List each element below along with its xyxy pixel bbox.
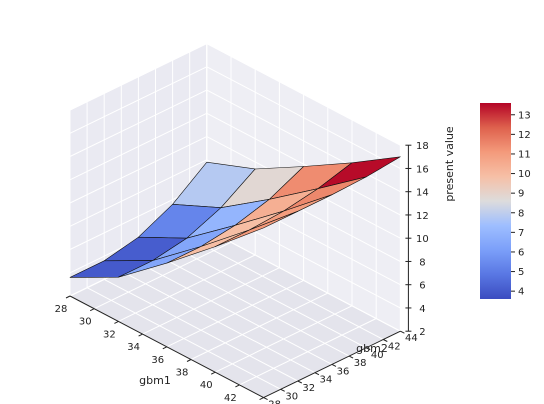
colorbar-tick-label: 10 [518, 169, 531, 180]
x-tick [186, 359, 192, 362]
x-tick-label: 36 [151, 355, 164, 366]
colorbar-tick-label: 4 [518, 287, 524, 298]
x-tick [89, 308, 95, 312]
x-tick [210, 371, 216, 375]
z-tick-label: 10 [416, 234, 429, 245]
x-tick [65, 295, 71, 299]
colorbar-tick-label: 8 [518, 208, 524, 219]
x-tick [235, 384, 240, 388]
x-tick-label: 38 [176, 368, 189, 379]
y-axis-label: gbm2 [356, 342, 388, 355]
z-tick-label: 2 [419, 327, 425, 338]
z-tick-label: 16 [416, 164, 429, 175]
y-tick-label: 38 [354, 358, 367, 369]
x-tick [162, 346, 168, 350]
colorbar-tick-label: 9 [518, 189, 524, 200]
x-tick-label: 28 [55, 304, 68, 315]
y-tick [331, 363, 337, 367]
x-tick [259, 397, 264, 401]
gridline-z [69, 159, 401, 262]
gridline-z [69, 136, 401, 239]
z-tick-label: 6 [419, 281, 425, 292]
y-tick-label: 42 [388, 342, 401, 353]
colorbar-tick-label: 12 [518, 130, 531, 141]
colorbar-tick-label: 13 [518, 110, 531, 121]
y-tick-label: 44 [405, 333, 418, 344]
y-tick-label: 34 [320, 375, 333, 386]
x-tick [114, 320, 119, 324]
colorbar-ticks: 4 5 6 7 8 9 10 11 12 13 [511, 110, 531, 298]
x-tick-label: 40 [200, 380, 213, 391]
gridline-z [69, 43, 401, 146]
y-tick-label: 40 [371, 350, 384, 361]
x-axis-label: gbm1 [139, 374, 171, 387]
colorbar: 4 5 6 7 8 9 10 11 12 13 [480, 103, 531, 299]
z-axis-label: present value [443, 126, 456, 202]
z-tick-label: 18 [416, 141, 429, 152]
y-tick [365, 347, 371, 351]
y-tick [297, 380, 303, 384]
colorbar-tick-label: 7 [518, 228, 524, 239]
y-tick [400, 330, 405, 334]
colorbar-tick-label: 5 [518, 267, 524, 278]
x-tick-label: 32 [103, 329, 116, 340]
x-tick [138, 333, 143, 337]
z-tick-label: 14 [416, 188, 429, 199]
y-tick [383, 339, 388, 342]
gridline-z [69, 66, 401, 169]
y-tick [280, 388, 285, 392]
x-tick-label: 42 [224, 393, 237, 404]
y-tick [314, 372, 320, 376]
gridline-z [69, 89, 401, 193]
z-tick-label: 8 [419, 257, 425, 268]
y-tick [348, 355, 354, 359]
colorbar-tick-label: 11 [518, 149, 531, 160]
z-tick-label: 4 [419, 304, 425, 315]
y-tick-label: 30 [285, 391, 298, 402]
y-tick-label: 32 [302, 383, 315, 394]
surface-cell [214, 211, 299, 247]
y-tick [263, 397, 268, 401]
x-tick-label: 34 [127, 342, 140, 353]
z-tick-label: 12 [416, 211, 429, 222]
axes-3d: 2830323436384042442830323436384042442468… [55, 42, 456, 404]
colorbar-tick-label: 6 [518, 247, 524, 258]
colorbar-gradient [480, 103, 511, 299]
y-tick-label: 28 [268, 400, 281, 404]
y-tick-label: 36 [337, 366, 350, 377]
x-tick-label: 30 [79, 317, 92, 328]
